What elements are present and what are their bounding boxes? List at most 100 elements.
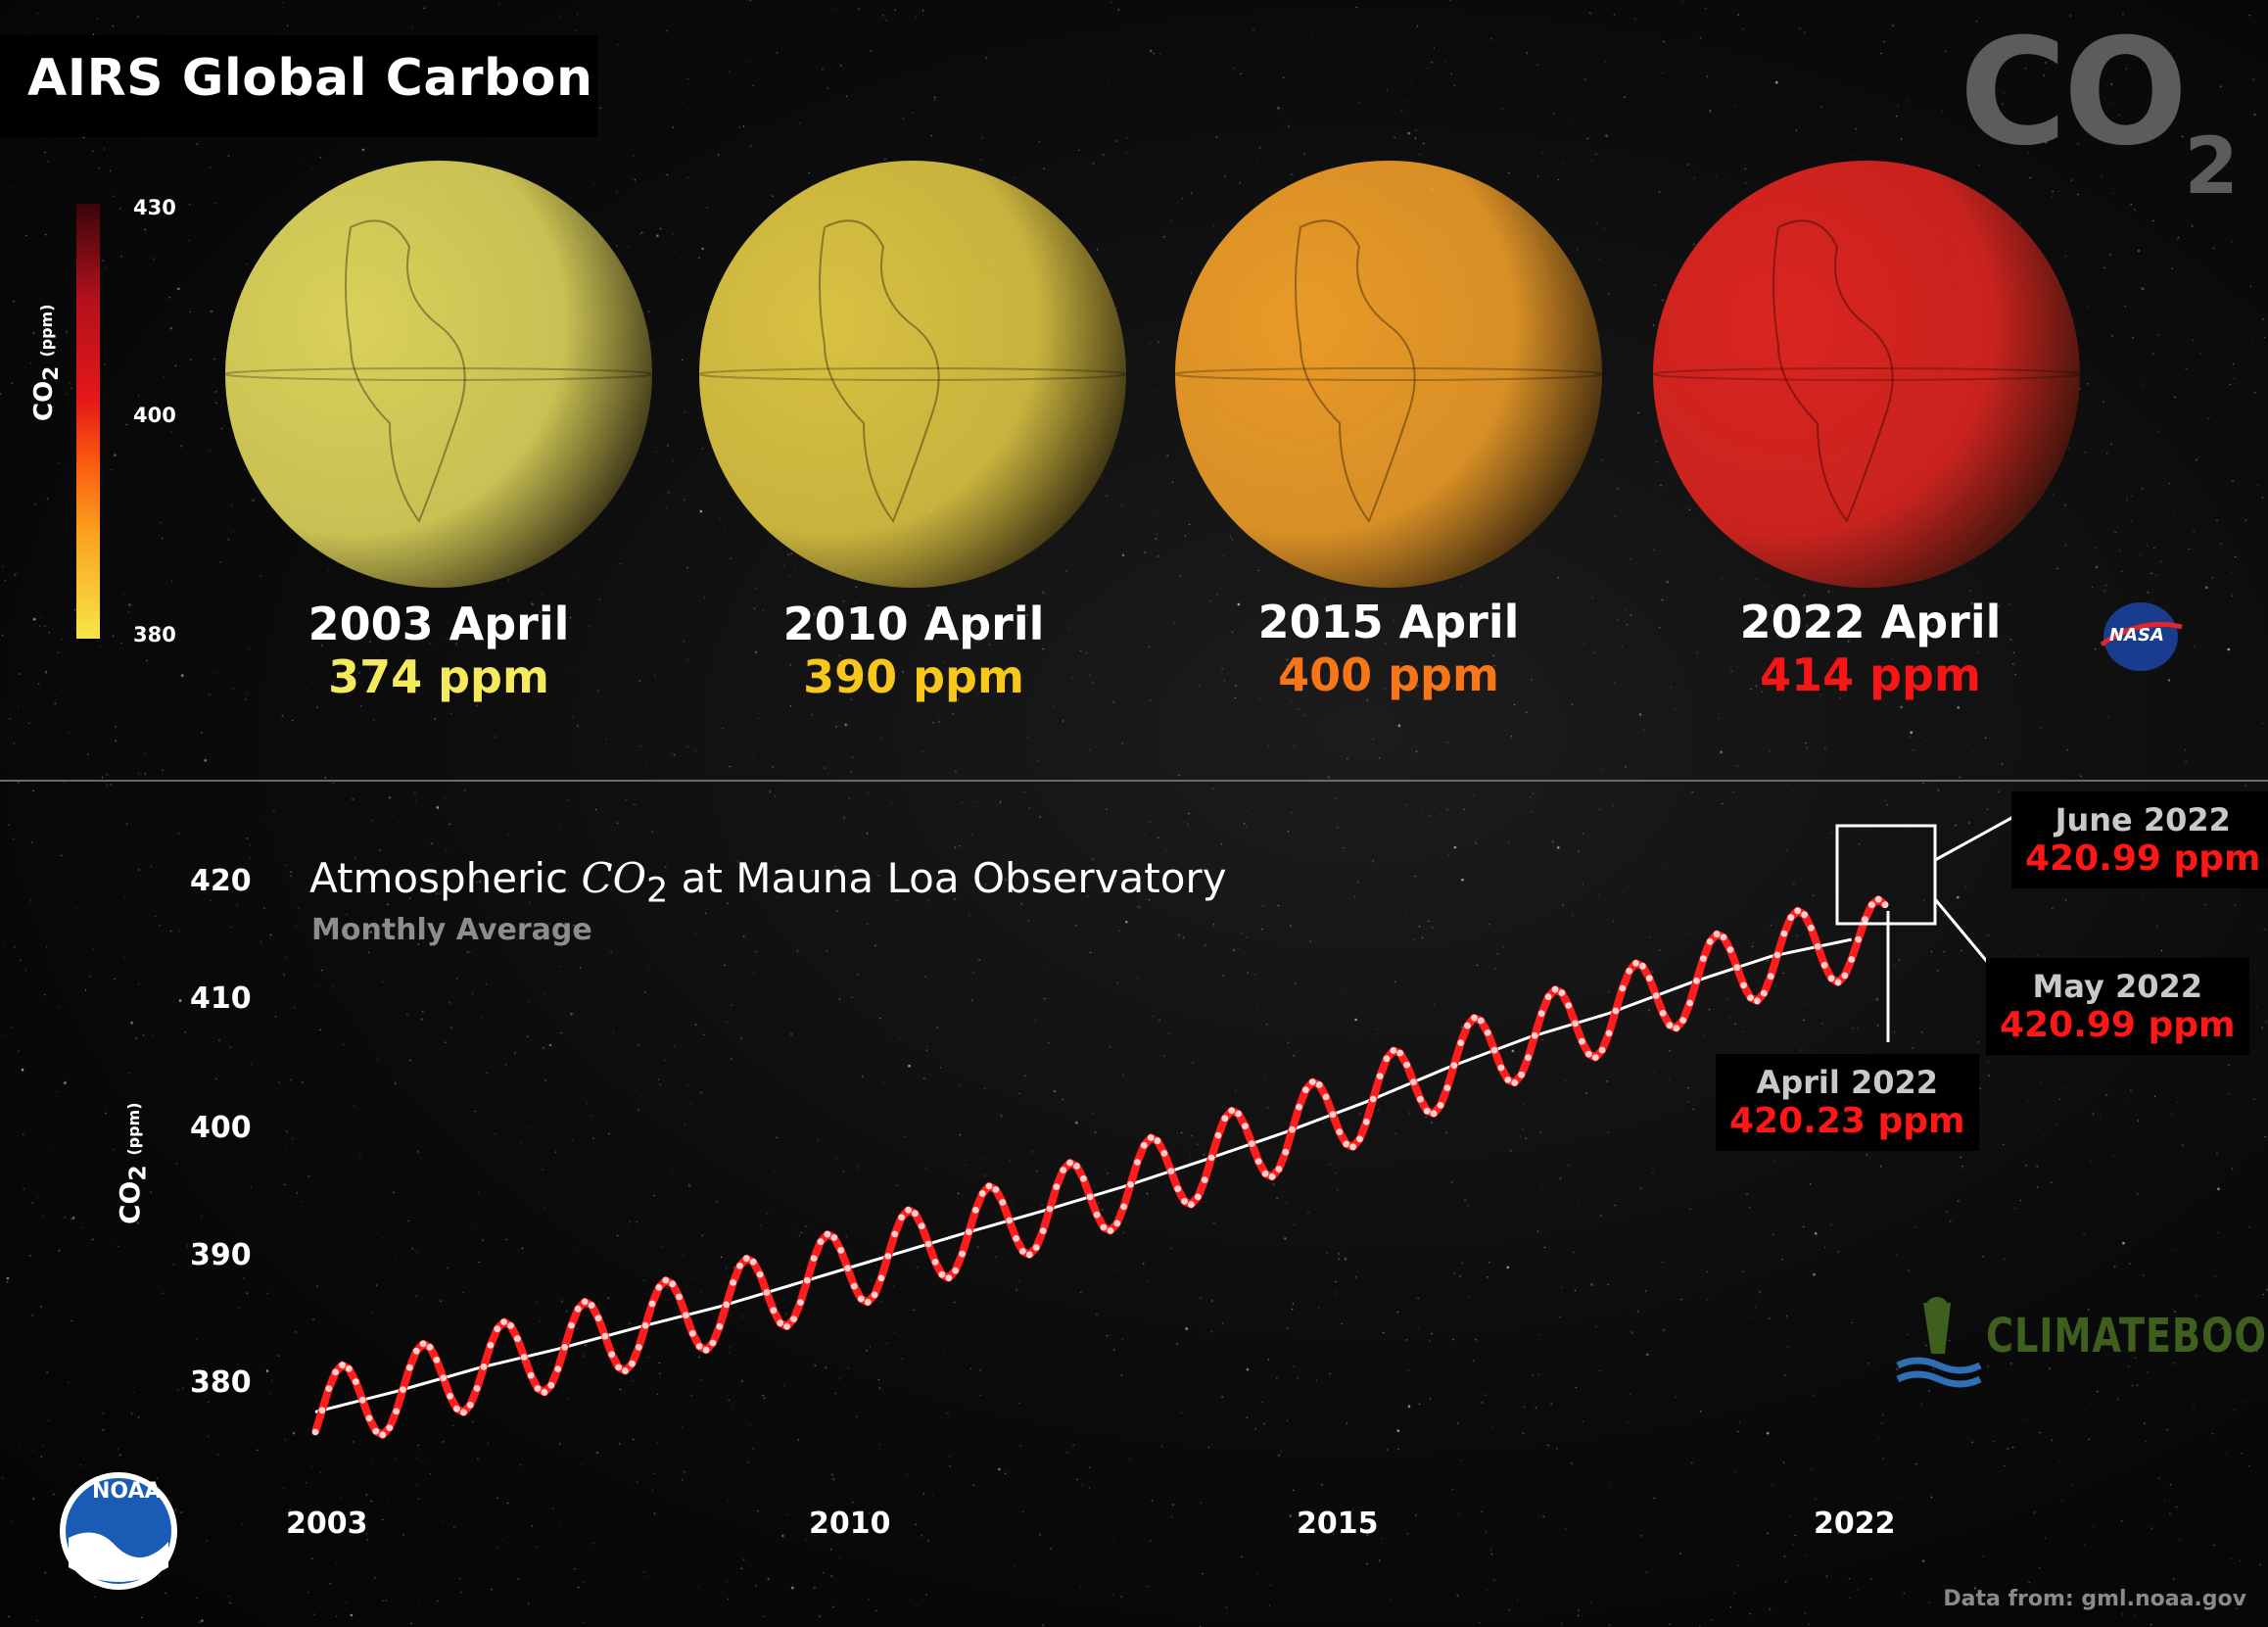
nasa-logo (2100, 602, 2183, 671)
monthly-point (931, 1259, 939, 1266)
monthly-point (1834, 979, 1842, 986)
monthly-point (864, 1299, 872, 1306)
callout-leader-line (1933, 898, 1996, 971)
monthly-point (426, 1344, 434, 1351)
monthly-point (716, 1322, 724, 1330)
monthly-point (1787, 914, 1795, 922)
monthly-point (1430, 1110, 1438, 1118)
monthly-point (487, 1341, 495, 1349)
monthly-point (1356, 1135, 1363, 1143)
monthly-point (1794, 907, 1802, 915)
monthly-point (844, 1265, 851, 1272)
monthly-point (857, 1295, 865, 1303)
monthly-point (1147, 1134, 1155, 1141)
monthly-point (1598, 1046, 1606, 1054)
monthly-point (1484, 1029, 1491, 1036)
colorbar (76, 204, 100, 639)
monthly-point (1268, 1172, 1276, 1180)
monthly-point (810, 1255, 818, 1262)
monthly-point (534, 1385, 542, 1392)
monthly-point (1537, 1010, 1545, 1018)
monthly-point (1767, 973, 1774, 981)
monthly-point (1471, 1014, 1478, 1022)
monthly-point (1343, 1140, 1350, 1148)
co2-mark-sub: 2 (2184, 120, 2239, 212)
monthly-point (1046, 1205, 1054, 1213)
monthly-point (1733, 964, 1741, 972)
page-title: AIRS Global Carbon (27, 49, 593, 108)
climatebook-logo (1896, 1297, 1982, 1388)
monthly-point (1565, 1002, 1573, 1009)
monthly-point (1585, 1050, 1592, 1058)
x-tick-2003: 2003 (286, 1507, 368, 1541)
colorbar-tick-400: 400 (133, 404, 176, 427)
y-tick-390: 390 (190, 1238, 252, 1272)
monthly-point (635, 1344, 642, 1351)
monthly-point (1039, 1227, 1047, 1234)
globe-value-2010: 390 ppm (803, 650, 1024, 703)
monthly-point (683, 1312, 689, 1319)
monthly-point (581, 1298, 589, 1306)
monthly-point (1827, 975, 1835, 982)
globe (1175, 161, 1602, 588)
monthly-point (1579, 1037, 1585, 1045)
monthly-point (1140, 1141, 1148, 1149)
monthly-point (1544, 993, 1552, 1001)
monthly-point (1383, 1055, 1391, 1063)
monthly-point (662, 1276, 670, 1284)
monthly-point (1862, 916, 1868, 924)
y-tick-420: 420 (190, 864, 252, 898)
monthly-point (339, 1362, 346, 1369)
monthly-point (1329, 1111, 1337, 1119)
monthly-point (1019, 1248, 1026, 1255)
globe-continent-outline (345, 219, 466, 524)
monthly-point (1235, 1110, 1242, 1118)
monthly-point (695, 1343, 703, 1350)
monthly-point (1645, 975, 1653, 982)
monthly-point (1073, 1163, 1080, 1170)
monthly-point (1194, 1193, 1202, 1201)
globe-label-2015: 2015 April (1257, 596, 1520, 648)
monthly-point (1336, 1128, 1344, 1135)
monthly-point (1167, 1168, 1175, 1174)
monthly-point (460, 1409, 467, 1416)
monthly-point (1261, 1170, 1269, 1177)
monthly-point (1437, 1102, 1444, 1109)
monthly-point (803, 1276, 811, 1284)
globe-label-2022: 2022 April (1739, 596, 2002, 648)
monthly-point (568, 1321, 575, 1329)
callout-leader-line (1934, 815, 2014, 862)
monthly-point (1497, 1064, 1505, 1072)
monthly-point (688, 1329, 696, 1337)
monthly-point (1814, 942, 1821, 950)
monthly-point (1086, 1193, 1094, 1201)
monthly-point (1490, 1046, 1498, 1054)
monthly-point (1477, 1017, 1485, 1025)
monthly-point (372, 1427, 380, 1435)
monthly-point (1060, 1167, 1067, 1173)
monthly-point (763, 1289, 771, 1296)
monthly-point (1700, 955, 1707, 963)
globe-value-2022: 414 ppm (1760, 648, 1981, 701)
monthly-point (1403, 1061, 1410, 1069)
monthly-point (1127, 1180, 1134, 1188)
monthly-point (817, 1238, 825, 1245)
monthly-point (346, 1365, 353, 1372)
monthly-point (1362, 1118, 1370, 1125)
monthly-point (1457, 1039, 1465, 1046)
monthly-point (601, 1332, 609, 1340)
monthly-point (1242, 1123, 1249, 1129)
monthly-point (648, 1300, 656, 1308)
monthly-point (1848, 956, 1856, 963)
monthly-point (1376, 1073, 1384, 1080)
monthly-point (1249, 1140, 1255, 1147)
monthly-point (877, 1274, 885, 1282)
monthly-point (749, 1258, 757, 1266)
co2-mark: CO2 (1960, 20, 2239, 206)
monthly-point (1855, 935, 1862, 943)
monthly-point (1713, 931, 1721, 938)
noaa-logo (60, 1472, 177, 1590)
callout-april-2022: April 2022 420.23 ppm (1716, 1054, 1979, 1151)
globe-equator (698, 367, 1127, 381)
monthly-point (1410, 1078, 1417, 1085)
